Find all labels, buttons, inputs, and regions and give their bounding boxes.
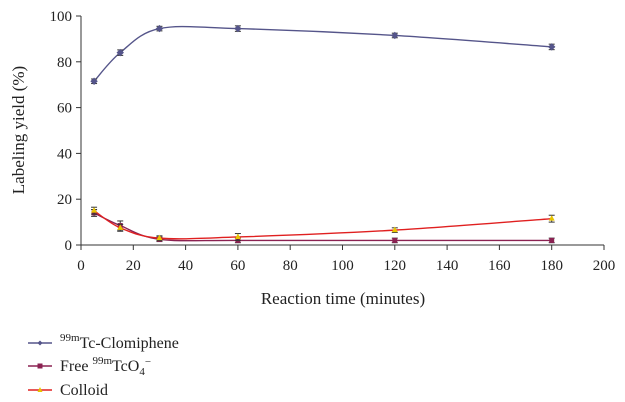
x-ticks: 0 20 40 60 80 100 120 140 160 180 200 — [77, 245, 615, 274]
data-point — [549, 44, 555, 50]
axes — [81, 16, 604, 245]
x-tick-label: 140 — [436, 258, 459, 274]
legend-item: Colloid — [28, 382, 108, 399]
series-line — [94, 213, 552, 241]
y-ticks: 0 20 40 60 80 100 — [50, 9, 82, 254]
legend-marker — [38, 341, 43, 346]
x-tick-label: 40 — [178, 258, 193, 274]
series-line — [94, 211, 552, 239]
y-tick-label: 100 — [50, 9, 73, 25]
x-tick-label: 100 — [331, 258, 354, 274]
data-point — [235, 26, 241, 32]
data-point — [549, 238, 554, 243]
series-0 — [91, 26, 555, 85]
plot-area — [91, 26, 555, 243]
x-tick-label: 200 — [593, 258, 616, 274]
legend: 99mTc-Clomiphene Free 99mTcO4− Colloid — [28, 332, 179, 399]
y-tick-label: 0 — [65, 238, 73, 254]
x-tick-label: 160 — [488, 258, 511, 274]
legend-item: Free 99mTcO4− — [28, 355, 151, 378]
legend-marker — [38, 364, 43, 369]
y-tick-label: 80 — [57, 55, 72, 71]
x-tick-label: 80 — [283, 258, 298, 274]
data-point — [392, 238, 397, 243]
legend-label: 99mTc-Clomiphene — [60, 332, 179, 352]
x-tick-label: 0 — [77, 258, 85, 274]
x-tick-label: 180 — [540, 258, 563, 274]
x-tick-label: 60 — [230, 258, 245, 274]
y-axis-title: Labeling yield (%) — [9, 66, 28, 194]
data-point — [549, 215, 555, 221]
x-tick-label: 20 — [126, 258, 141, 274]
y-tick-label: 40 — [57, 146, 72, 162]
y-tick-label: 60 — [57, 101, 72, 117]
series-line — [94, 27, 552, 82]
x-axis-title: Reaction time (minutes) — [261, 289, 425, 308]
series-2 — [91, 207, 555, 240]
x-tick-label: 120 — [384, 258, 407, 274]
legend-item: 99mTc-Clomiphene — [28, 332, 179, 352]
legend-label: Colloid — [60, 382, 108, 399]
y-tick-label: 20 — [57, 192, 72, 208]
legend-label: Free 99mTcO4− — [60, 355, 151, 378]
